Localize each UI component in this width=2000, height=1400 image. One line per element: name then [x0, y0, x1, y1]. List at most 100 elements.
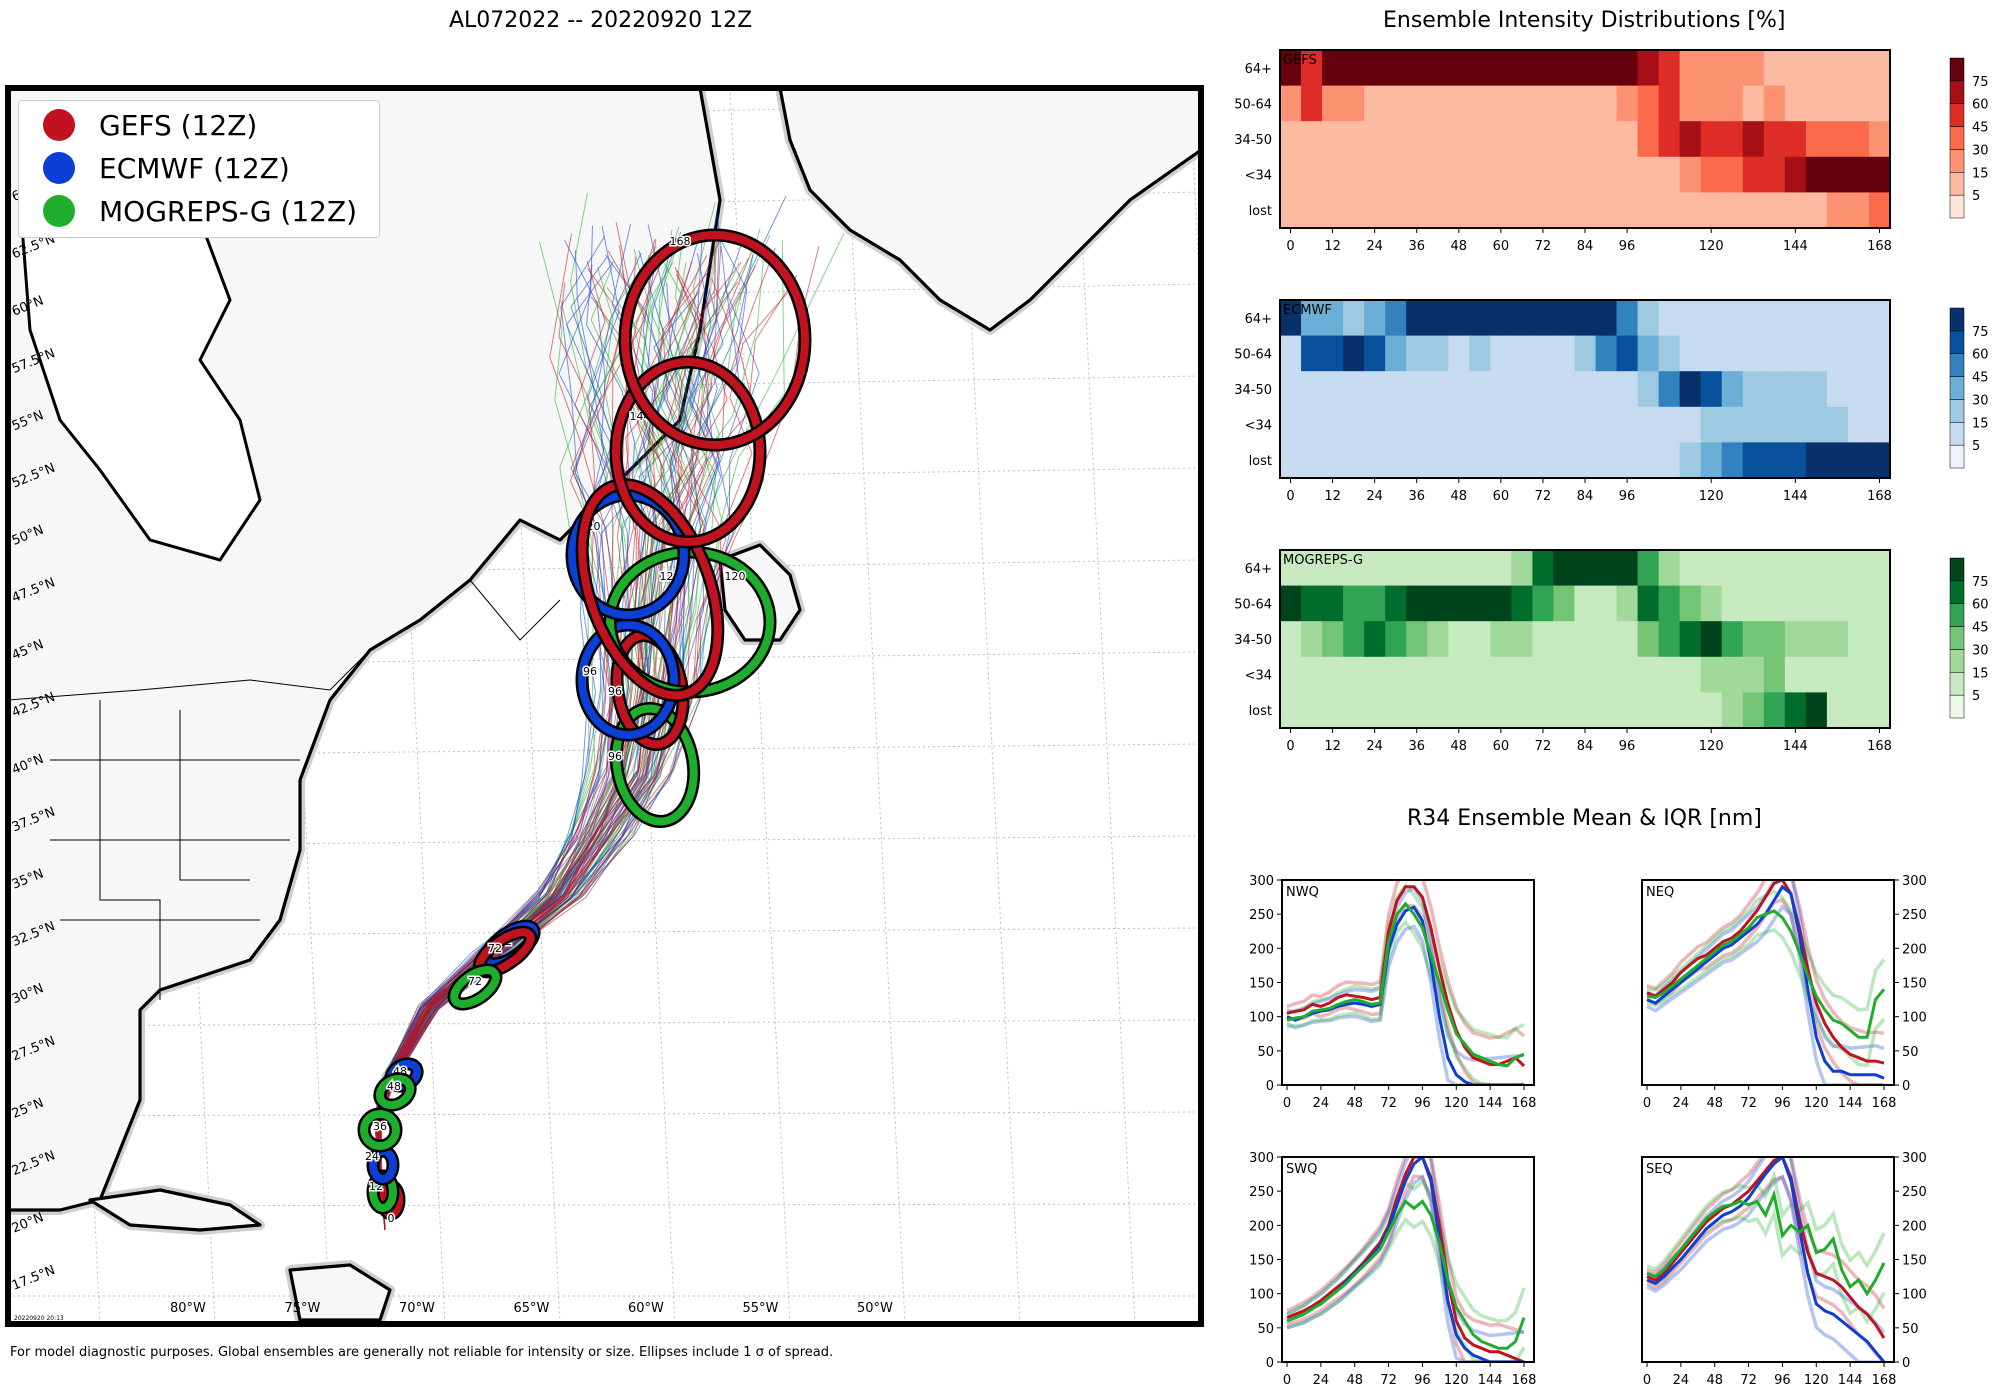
- heatmap-cell: [1721, 85, 1744, 122]
- heatmap-cell: [1364, 192, 1386, 229]
- r34-x-label: 72: [1740, 1373, 1757, 1388]
- heatmap-cell: [1469, 121, 1491, 158]
- heatmap-cell: [1574, 121, 1597, 158]
- heatmap-x-label: 48: [1451, 739, 1468, 754]
- heatmap-cell: [1742, 192, 1765, 229]
- r34-iqr-line: [1646, 1169, 1886, 1271]
- heatmap-cell: [1553, 50, 1575, 87]
- heatmap-cell: [1469, 50, 1491, 87]
- heatmap-cell: [1679, 371, 1702, 408]
- colorbar-label: 15: [1972, 666, 1989, 681]
- heatmap-cell: [1742, 50, 1765, 87]
- heatmap-cell: [1868, 585, 1891, 622]
- heatmap-cell: [1322, 121, 1344, 158]
- heatmap-cell: [1784, 656, 1807, 693]
- heatmap-cell: [1427, 406, 1449, 443]
- heatmap-cell: [1742, 550, 1765, 587]
- heatmap-x-label: 36: [1408, 739, 1425, 754]
- heatmap-cell: [1826, 371, 1849, 408]
- colorbar-label: 75: [1972, 575, 1989, 590]
- r34-chart-nwq: NWQ 0 50 100 150 200 250 300 0 24 48 72 96 120 144 168: [1249, 874, 1536, 1111]
- heatmap-cell: [1868, 192, 1891, 229]
- heatmap-cell: [1679, 550, 1702, 587]
- heatmap-cell: [1532, 50, 1554, 87]
- heatmap-cell: [1637, 85, 1660, 122]
- heatmap-cell: [1469, 550, 1491, 587]
- lon-labels: 80°W 75°W 70°W 65°W 60°W 55°W 50°W: [170, 1301, 893, 1316]
- heatmap-cell: [1343, 335, 1365, 372]
- ellipse-label: 36: [373, 1120, 387, 1133]
- heatmap-cell: [1742, 371, 1765, 408]
- heatmap-cell: [1553, 335, 1575, 372]
- heatmap-cell: [1805, 692, 1828, 729]
- intensity-title: Ensemble Intensity Distributions [%]: [1383, 8, 1786, 33]
- legend-dot-ecmwf: [43, 152, 75, 184]
- heatmap-cell: [1847, 442, 1870, 479]
- heatmap-cell: [1532, 692, 1554, 729]
- heatmap-cell: [1385, 442, 1407, 479]
- heatmap-y-label: <34: [1245, 669, 1272, 684]
- r34-iqr-line: [1286, 880, 1526, 1040]
- map-stamp: 20220920 20:13: [14, 1315, 64, 1322]
- heatmap-y-label: 34-50: [1234, 383, 1272, 398]
- heatmap-cell: [1448, 656, 1470, 693]
- r34-iqr-line: [1646, 1157, 1886, 1310]
- heatmap-cell: [1385, 85, 1407, 122]
- legend-item-mogreps: MOGREPS-G (12Z): [43, 191, 357, 231]
- heatmap-cell: [1805, 550, 1828, 587]
- heatmap-cell: [1679, 656, 1702, 693]
- ellipse-label: 96: [608, 685, 622, 698]
- heatmap-x-label: 36: [1408, 489, 1425, 504]
- heatmap-cell: [1490, 300, 1512, 337]
- heatmap-cell: [1700, 300, 1723, 337]
- heatmap-cell: [1637, 335, 1660, 372]
- legend-label-gefs: GEFS (12Z): [99, 108, 258, 142]
- legend-label-ecmwf: ECMWF (12Z): [99, 151, 290, 185]
- r34-x-label: 120: [1804, 1373, 1829, 1388]
- heatmap-cell: [1532, 192, 1554, 229]
- heatmap-cell: [1301, 656, 1323, 693]
- r34-y-label: 150: [1249, 977, 1274, 992]
- r34-series-ecmwf: [1286, 1157, 1524, 1362]
- heatmap-cell: [1301, 371, 1323, 408]
- heatmap-x-label: 72: [1535, 489, 1552, 504]
- heatmap-cell: [1301, 50, 1323, 87]
- colorbar-segment: [1949, 353, 1965, 377]
- heatmap-cell: [1469, 585, 1491, 622]
- heatmap-cell: [1721, 121, 1744, 158]
- r34-x-label: 72: [1740, 1096, 1757, 1111]
- heatmap-cell: [1742, 442, 1765, 479]
- r34-series-mogreps-g: [1646, 1189, 1886, 1297]
- ellipse-label: 96: [583, 665, 597, 678]
- r34-y-label: 100: [1249, 1011, 1274, 1026]
- heatmap-cell: [1511, 335, 1533, 372]
- heatmap-cell: [1679, 442, 1702, 479]
- heatmap-cell: [1805, 50, 1828, 87]
- r34-x-label: 72: [1380, 1373, 1397, 1388]
- lon-label: 50°W: [857, 1301, 893, 1316]
- heatmap-cell: [1637, 371, 1660, 408]
- heatmap-cell: [1301, 692, 1323, 729]
- heatmap-cell: [1700, 621, 1723, 658]
- heatmap-cell: [1427, 335, 1449, 372]
- r34-x-label: 48: [1346, 1096, 1363, 1111]
- r34-iqr-line: [1646, 1174, 1886, 1362]
- heatmap-cell: [1490, 121, 1512, 158]
- colorbar-label: 60: [1972, 98, 1989, 113]
- heatmap-cell: [1595, 406, 1618, 443]
- heatmap-cell: [1805, 156, 1828, 193]
- heatmap-cell: [1721, 621, 1744, 658]
- heatmap-x-label: 12: [1324, 489, 1341, 504]
- r34-title-label: NWQ: [1286, 885, 1319, 900]
- heatmap-cell: [1553, 621, 1575, 658]
- colorbar-segment: [1949, 103, 1965, 127]
- colorbar-segment: [1949, 422, 1965, 446]
- legend-item-gefs: GEFS (12Z): [43, 105, 257, 145]
- heatmap-cell: [1679, 585, 1702, 622]
- heatmap-cell: [1616, 656, 1639, 693]
- heatmap-cell: [1595, 585, 1618, 622]
- heatmap-cell: [1553, 156, 1575, 193]
- r34-title-label: SEQ: [1646, 1162, 1673, 1177]
- heatmap-cell: [1826, 585, 1849, 622]
